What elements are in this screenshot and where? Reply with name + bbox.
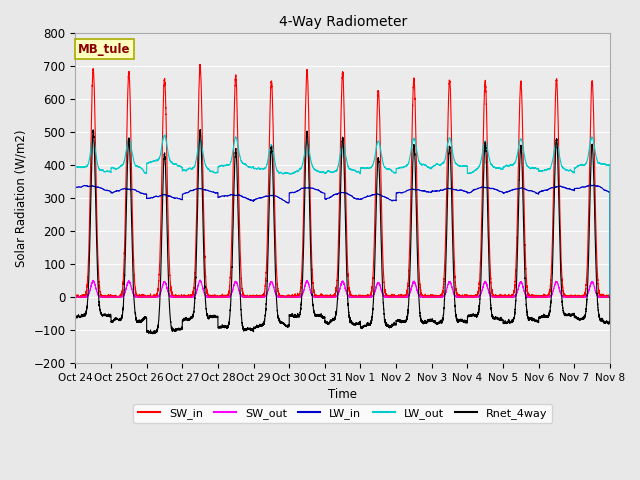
Title: 4-Way Radiometer: 4-Way Radiometer (278, 15, 407, 29)
Legend: SW_in, SW_out, LW_in, LW_out, Rnet_4way: SW_in, SW_out, LW_in, LW_out, Rnet_4way (133, 404, 552, 423)
SW_in (492, 294, 500, 300)
LW_out (604, 162, 612, 168)
LW_in (186, 188, 193, 194)
SW_in (72, 294, 79, 300)
SW_out (606, 294, 614, 300)
LW_in (271, 193, 279, 199)
LW_out (186, 166, 194, 171)
Line: SW_out: SW_out (76, 280, 610, 297)
SW_out (72, 294, 79, 300)
Rnet_4way (196, 127, 204, 132)
Rnet_4way (606, 294, 614, 300)
Rnet_4way (492, 316, 500, 322)
Rnet_4way (604, 321, 612, 326)
SW_in (186, 294, 194, 300)
SW_out (604, 294, 612, 300)
SW_in (72, 292, 79, 298)
Y-axis label: Solar Radiation (W/m2): Solar Radiation (W/m2) (15, 129, 28, 267)
LW_out (417, 161, 424, 167)
Line: Rnet_4way: Rnet_4way (76, 130, 610, 334)
Rnet_4way (186, 316, 194, 322)
LW_out (72, 164, 79, 169)
SW_out (272, 291, 280, 297)
LW_in (604, 189, 612, 194)
SW_in (604, 294, 612, 300)
LW_in (72, 184, 79, 190)
SW_in (417, 286, 424, 292)
SW_out (492, 294, 500, 300)
X-axis label: Time: Time (328, 388, 357, 401)
SW_out (180, 294, 188, 300)
LW_in (606, 294, 614, 300)
SW_out (186, 294, 193, 300)
Line: LW_in: LW_in (76, 185, 610, 297)
Rnet_4way (149, 331, 157, 337)
SW_in (606, 294, 614, 300)
SW_in (180, 294, 188, 300)
SW_in (272, 241, 280, 247)
Rnet_4way (272, 276, 280, 281)
LW_in (417, 188, 424, 193)
LW_out (161, 132, 168, 138)
LW_in (180, 191, 188, 196)
LW_out (180, 168, 188, 173)
Line: LW_out: LW_out (76, 135, 610, 297)
LW_in (590, 182, 598, 188)
LW_in (492, 187, 500, 192)
Text: MB_tule: MB_tule (78, 43, 131, 56)
SW_out (417, 293, 424, 299)
SW_in (196, 61, 204, 67)
SW_out (196, 277, 204, 283)
LW_out (492, 165, 500, 171)
Rnet_4way (180, 317, 188, 323)
Rnet_4way (417, 314, 424, 320)
Line: SW_in: SW_in (76, 64, 610, 297)
Rnet_4way (72, 313, 79, 319)
LW_out (272, 162, 280, 168)
LW_out (606, 294, 614, 300)
